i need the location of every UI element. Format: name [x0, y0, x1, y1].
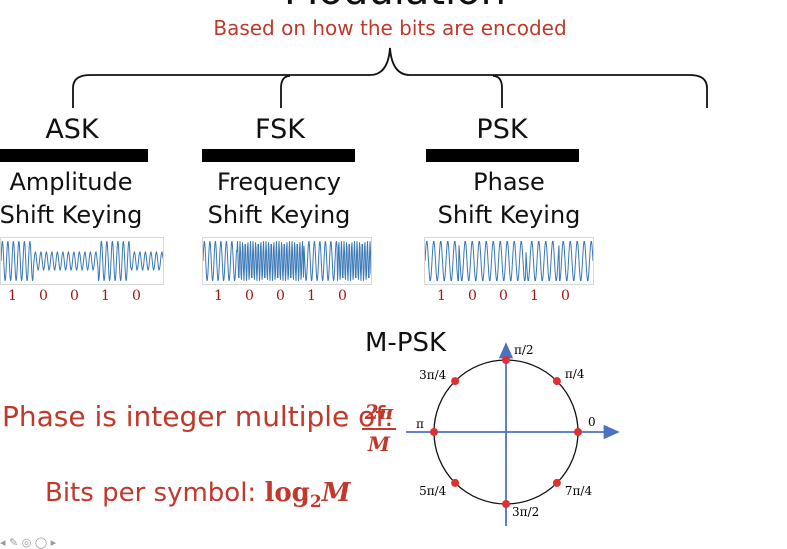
constellation-point [502, 500, 510, 508]
constellation-point [574, 428, 582, 436]
bit: 0 [245, 288, 254, 304]
bit: 1 [530, 288, 539, 304]
ask-desc-line1: Amplitude [9, 168, 133, 196]
ask-bar [0, 149, 148, 162]
fsk-bits: 1 0 0 1 0 [214, 288, 369, 304]
fsk-bar [202, 149, 355, 162]
bit: 0 [468, 288, 477, 304]
ask-bits: 1 0 0 1 0 [8, 288, 163, 304]
fsk-desc-line2: Shift Keying [207, 201, 351, 229]
log-base: 2 [309, 492, 322, 512]
log-operator: log [264, 478, 310, 508]
bit: 1 [8, 288, 17, 304]
constellation-point [451, 478, 460, 487]
constellation-point-label: π/2 [514, 343, 534, 357]
ask-title: ASK [45, 114, 99, 145]
psk-desc-line2: Shift Keying [437, 201, 581, 229]
fsk-waveform [202, 237, 372, 285]
bit: 0 [338, 288, 347, 304]
constellation-point-label: 3π/2 [512, 505, 539, 519]
bit: 0 [561, 288, 570, 304]
constellation-point-label: 5π/4 [419, 484, 447, 498]
ask-desc-line2: Shift Keying [0, 201, 143, 229]
constellation-point-label: 3π/4 [419, 368, 447, 382]
phase-multiple-text: Phase is integer multiple of: [2, 400, 394, 433]
psk-waveform [424, 237, 594, 285]
fraction-bar [362, 428, 396, 430]
bit: 0 [276, 288, 285, 304]
fraction-denominator: M [367, 432, 391, 456]
ask-waveform [0, 237, 164, 285]
bit: 0 [499, 288, 508, 304]
mpsk-label: M-PSK [365, 328, 447, 358]
constellation-point-label: 0 [588, 415, 596, 429]
bit: 1 [437, 288, 446, 304]
bits-per-symbol-label: Bits per symbol: [45, 478, 257, 508]
constellation-point [451, 377, 460, 386]
bit: 1 [101, 288, 110, 304]
constellation-point-label: π/4 [565, 367, 585, 381]
page-title: Modulation [245, 0, 545, 14]
hierarchy-brace [72, 47, 708, 108]
bit: 1 [307, 288, 316, 304]
fraction-numerator: 2π [364, 400, 394, 424]
fsk-title: FSK [255, 114, 305, 145]
fsk-desc-line1: Frequency [217, 168, 341, 196]
log-argument: M [321, 478, 351, 508]
bits-per-symbol-text: Bits per symbol: log2M [45, 478, 350, 512]
constellation-point [430, 428, 438, 436]
constellation-point [502, 356, 510, 364]
constellation-point-label: 7π/4 [565, 484, 593, 498]
slide-toolbar[interactable]: ◂ ✎ ◎ ◯ ▸ [0, 536, 57, 549]
constellation-point-label: π [416, 417, 424, 431]
mpsk-constellation-diagram: 0 π/4 π/2 3π/4 π 5π/4 3π/2 7π/4 [406, 342, 620, 526]
bit: 0 [39, 288, 48, 304]
constellation-point [552, 478, 561, 487]
bit: 0 [132, 288, 141, 304]
psk-desc-line1: Phase [473, 168, 545, 196]
constellation-point [552, 377, 561, 386]
bit: 0 [70, 288, 79, 304]
psk-title: PSK [476, 114, 528, 145]
psk-bits: 1 0 0 1 0 [437, 288, 592, 304]
subtitle: Based on how the bits are encoded [213, 16, 567, 40]
bit: 1 [214, 288, 223, 304]
psk-bar [426, 149, 579, 162]
